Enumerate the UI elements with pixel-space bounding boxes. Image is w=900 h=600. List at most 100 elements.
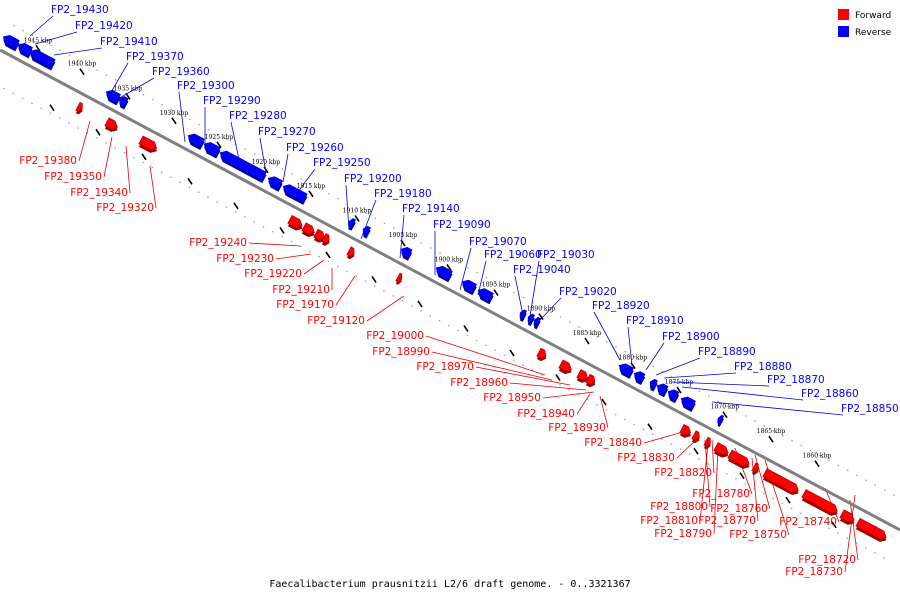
leader-line: [475, 366, 571, 386]
leader-line: [645, 342, 665, 371]
scale-tick: [279, 226, 285, 234]
leader-line: [335, 275, 356, 306]
forward-gene-arrow: [287, 214, 303, 231]
leader-line: [704, 439, 711, 508]
reverse-gene-label: FP2_19280: [229, 110, 287, 122]
gene-features: [2, 34, 887, 542]
scale-tick: [325, 251, 331, 259]
leader-line: [431, 351, 553, 381]
reverse-gene-arrow: [435, 265, 453, 283]
reverse-gene-label: FP2_19420: [75, 20, 133, 32]
leader-line: [109, 62, 129, 95]
scale-ticks: 1945 kbp 1940 kbp 1935 kbp 1930 kbp 1925 kbp…: [24, 37, 837, 529]
forward-gene-label: FP2_18810: [640, 515, 698, 527]
scale-tick: [263, 166, 269, 174]
scale-tick: [187, 177, 193, 185]
reverse-gene-label: FP2_19090: [433, 219, 491, 231]
leader-line: [115, 77, 155, 101]
reverse-gene-arrow: [477, 288, 494, 305]
legend-forward-label: Forward: [855, 11, 891, 21]
reverse-gene-label: FP2_18880: [734, 361, 792, 373]
scale-tick: [814, 460, 820, 468]
leader-line: [844, 494, 856, 573]
forward-gene-label: FP2_18840: [584, 437, 642, 449]
forward-gene-label: FP2_19340: [70, 187, 128, 199]
legend-reverse-label: Reverse: [855, 28, 892, 38]
reverse-gene-label: FP2_19300: [177, 80, 235, 92]
leader-line: [599, 395, 609, 429]
scale-tick: [95, 128, 101, 136]
scale-tick-label: 1925 kbp: [205, 134, 234, 141]
scale-tick: [601, 398, 607, 406]
reverse-gene-arrow: [649, 378, 658, 392]
reverse-gene-arrow: [267, 176, 283, 192]
scale-tick-label: 1880 kbp: [619, 355, 648, 362]
leader-line: [303, 259, 325, 275]
reverse-gene-label: FP2_19410: [100, 36, 158, 48]
leader-line: [296, 168, 316, 194]
forward-gene-arrow: [536, 347, 547, 362]
reverse-gene-label: FP2_19430: [51, 4, 109, 16]
forward-gene-label: FP2_18990: [372, 346, 430, 358]
reverse-gene-arrow: [717, 414, 725, 428]
scale-tick: [371, 276, 377, 283]
reverse-gene-arrow: [633, 371, 646, 386]
forward-gene-arrow: [585, 373, 596, 388]
reverse-gene-arrow: [400, 247, 413, 261]
scale-tick: [555, 374, 561, 382]
leader-line: [248, 242, 301, 247]
scale-tick-label: 1860 kbp: [803, 453, 832, 460]
scale-tick: [354, 214, 360, 222]
forward-gene-label: FP2_18780: [692, 488, 750, 500]
forward-gene-label: FP2_18800: [650, 501, 708, 513]
reverse-gene-arrow: [2, 34, 20, 52]
forward-gene-arrow: [346, 246, 355, 260]
reverse-gene-arrow: [519, 309, 528, 322]
reverse-gene-label: FP2_19360: [152, 66, 210, 78]
forward-gene-label: FP2_18940: [517, 408, 575, 420]
scale-tick: [785, 496, 791, 504]
leader-line: [576, 393, 591, 415]
leader-line: [711, 439, 715, 474]
leader-line: [539, 297, 562, 321]
scale-tick: [722, 411, 728, 419]
forward-gene-label: FP2_18950: [483, 392, 541, 404]
forward-gene-arrow: [138, 135, 158, 153]
reverse-gene-label: FP2_19020: [559, 286, 617, 298]
scale-tick: [308, 190, 314, 198]
leader-line: [178, 91, 186, 143]
reverse-gene-arrow: [219, 150, 267, 184]
legend: Forward Reverse: [838, 9, 892, 38]
leader-line: [259, 137, 267, 174]
forward-gene-arrow: [801, 489, 838, 516]
legend-forward-swatch: [838, 9, 849, 20]
leader-line: [593, 311, 621, 361]
forward-gene-label: FP2_19230: [216, 253, 274, 265]
reverse-gene-label: FP2_19030: [537, 249, 595, 261]
leader-line: [671, 381, 770, 387]
leader-line: [29, 15, 54, 37]
leader-line: [78, 120, 91, 162]
leader-line: [425, 335, 546, 376]
reverse-gene-label: FP2_19040: [513, 264, 571, 276]
scale-tick: [233, 202, 239, 210]
scale-tick: [538, 313, 544, 320]
leader-line: [711, 401, 844, 416]
forward-gene-label: FP2_18750: [729, 529, 787, 541]
forward-gene-arrow: [395, 272, 403, 285]
leader-line: [345, 184, 350, 231]
reverse-gene-arrow: [533, 316, 542, 330]
reverse-gene-arrow: [667, 389, 680, 404]
reverse-gene-label: FP2_19070: [469, 236, 527, 248]
forward-gene-label: FP2_19210: [272, 284, 330, 296]
leader-line: [542, 391, 595, 399]
forward-gene-arrow: [301, 222, 315, 237]
scale-tick-label: 1915 kbp: [297, 183, 326, 190]
forward-gene-arrow: [691, 430, 700, 444]
scale-tick: [676, 386, 682, 394]
scale-tick: [768, 435, 774, 443]
reverse-gene-arrow: [203, 142, 221, 159]
forward-gene-label: FP2_19380: [19, 155, 77, 167]
scale-tick: [49, 104, 55, 112]
